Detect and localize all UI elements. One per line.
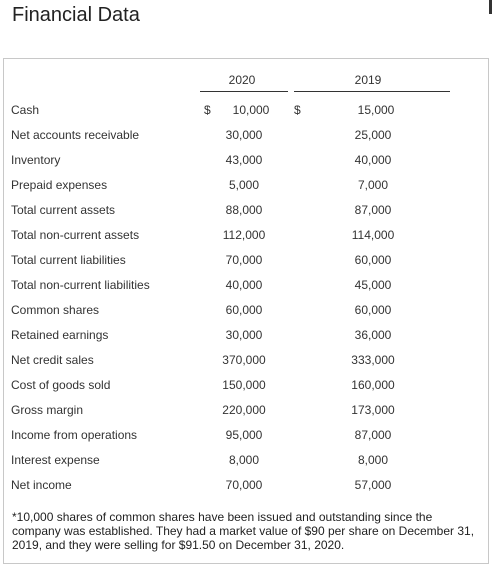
currency-symbol-2019: $	[294, 103, 301, 117]
row-label: Cost of goods sold	[11, 378, 111, 392]
row-label: Total current assets	[11, 203, 116, 217]
cell-2019: 160,000	[351, 378, 395, 392]
cell-2020: 60,000	[225, 303, 263, 317]
table-row: Cash $ $10,000 15,000	[4, 103, 488, 128]
cell-2020: 30,000	[225, 128, 263, 142]
cell-2020: 43,000	[225, 153, 263, 167]
cell-2019: 8,000	[357, 453, 389, 467]
cell-2019: 173,000	[351, 403, 395, 417]
cell-2020: 95,000	[225, 428, 263, 442]
table-row: Total current assets 88,000 87,000	[4, 203, 488, 228]
cell-2020: 5,000	[228, 178, 260, 192]
cell-2019: 114,000	[351, 228, 395, 242]
column-underline-2020	[200, 91, 288, 92]
cell-2019: 87,000	[354, 203, 392, 217]
row-label: Inventory	[11, 153, 61, 167]
cell-2020: 70,000	[225, 478, 263, 492]
scrollbar-marker	[489, 0, 492, 14]
table-row: Common shares 60,000 60,000	[4, 303, 488, 328]
cell-2020: 40,000	[225, 278, 263, 292]
table-row: Total non-current assets 112,000 114,000	[4, 228, 488, 253]
cell-2020: 150,000	[222, 378, 266, 392]
row-label: Net credit sales	[11, 353, 94, 367]
cell-2019: 7,000	[357, 178, 389, 192]
cell-2019: 60,000	[354, 253, 392, 267]
row-label: Total non-current liabilities	[11, 278, 150, 292]
table-row: Prepaid expenses 5,000 7,000	[4, 178, 488, 203]
column-header-2020: 2020	[228, 73, 256, 87]
table-row: Cost of goods sold 150,000 160,000	[4, 378, 488, 403]
row-label: Total current liabilities	[11, 253, 126, 267]
row-label: Retained earnings	[11, 328, 109, 342]
row-label: Gross margin	[11, 403, 84, 417]
row-label: Income from operations	[11, 428, 138, 442]
column-header-2019: 2019	[354, 73, 382, 87]
row-label: Prepaid expenses	[11, 178, 108, 192]
financial-table: 2020 2019 Cash $ $10,000 15,000 Net accounts…	[3, 58, 489, 564]
cell-2019: 36,000	[354, 328, 392, 342]
cell-2020: 88,000	[225, 203, 263, 217]
table-row: Net credit sales 370,000 333,000	[4, 353, 488, 378]
row-label: Common shares	[11, 303, 100, 317]
table-row: Total current liabilities 70,000 60,000	[4, 253, 488, 278]
table-row: Net accounts receivable 30,000 25,000	[4, 128, 488, 153]
table-row: Inventory 43,000 40,000	[4, 153, 488, 178]
cell-2019: 15,000	[357, 103, 395, 117]
cell-2020: 8,000	[228, 453, 260, 467]
table-row: Retained earnings 30,000 36,000	[4, 328, 488, 353]
table-row: Gross margin 220,000 173,000	[4, 403, 488, 428]
cell-2020: 30,000	[225, 328, 263, 342]
row-label: Net accounts receivable	[11, 128, 140, 142]
row-label: Interest expense	[11, 453, 100, 467]
cell-2019: 60,000	[354, 303, 392, 317]
cell-2020: 70,000	[225, 253, 263, 267]
cell-2020: 10,000	[232, 103, 270, 117]
table-row: Total non-current liabilities 40,000 45,00…	[4, 278, 488, 303]
footnote: *10,000 shares of common shares have bee…	[12, 510, 475, 552]
cell-2020: 112,000	[222, 228, 266, 242]
page-title: Financial Data	[12, 4, 140, 26]
cell-2019: 57,000	[354, 478, 392, 492]
cell-2019: 40,000	[354, 153, 392, 167]
cell-2019: 87,000	[354, 428, 392, 442]
table-row: Net income 70,000 57,000	[4, 478, 488, 503]
table-row: Interest expense 8,000 8,000	[4, 453, 488, 478]
cell-2019: 45,000	[354, 278, 392, 292]
cell-2020: 220,000	[222, 403, 266, 417]
cell-2019: 333,000	[351, 353, 395, 367]
row-label: Total non-current assets	[11, 228, 140, 242]
cell-2020: 370,000	[222, 353, 266, 367]
currency-symbol-2020: $	[204, 103, 211, 117]
row-label: Net income	[11, 478, 72, 492]
column-underline-2019	[294, 91, 450, 92]
table-row: Income from operations 95,000 87,000	[4, 428, 488, 453]
cell-2019: 25,000	[354, 128, 392, 142]
row-label: Cash	[11, 103, 40, 117]
